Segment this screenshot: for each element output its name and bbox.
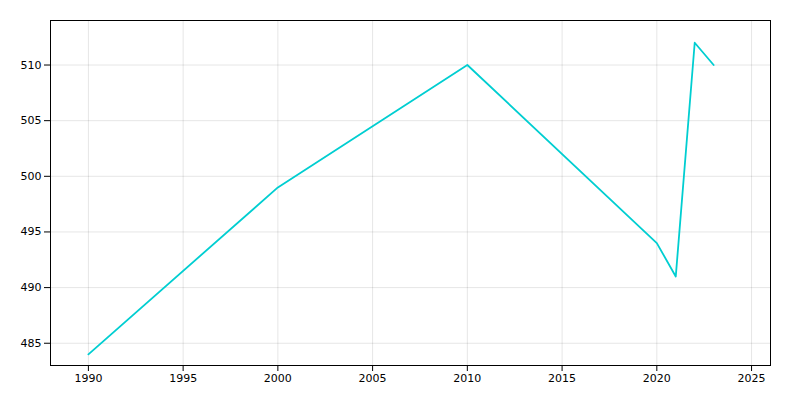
svg-text:2020: 2020 <box>643 372 671 385</box>
svg-text:2025: 2025 <box>738 372 766 385</box>
svg-text:500: 500 <box>21 170 42 183</box>
svg-text:505: 505 <box>21 114 42 127</box>
svg-text:2010: 2010 <box>453 372 481 385</box>
svg-text:1995: 1995 <box>169 372 197 385</box>
svg-text:2015: 2015 <box>548 372 576 385</box>
svg-text:510: 510 <box>21 59 42 72</box>
svg-text:2005: 2005 <box>359 372 387 385</box>
svg-text:490: 490 <box>21 281 42 294</box>
svg-text:485: 485 <box>21 337 42 350</box>
svg-text:1990: 1990 <box>74 372 102 385</box>
svg-text:2000: 2000 <box>264 372 292 385</box>
svg-text:495: 495 <box>21 225 42 238</box>
